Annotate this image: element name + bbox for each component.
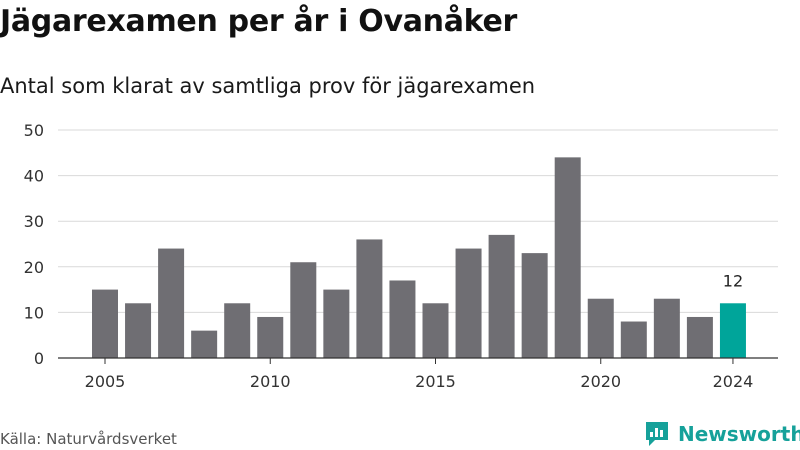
bar xyxy=(257,316,284,358)
bar xyxy=(455,248,482,358)
y-tick-label: 10 xyxy=(24,303,44,322)
bar xyxy=(554,157,581,358)
bar xyxy=(356,239,383,358)
y-tick-label: 20 xyxy=(24,258,44,277)
x-tick-label: 2024 xyxy=(713,372,754,391)
bar xyxy=(323,289,350,358)
bar xyxy=(620,321,647,358)
data-label: 12 xyxy=(723,271,743,290)
bar xyxy=(587,298,614,358)
bar xyxy=(389,280,416,358)
bar xyxy=(158,248,185,358)
bar xyxy=(521,253,548,358)
brand-name: Newsworthy xyxy=(678,422,800,446)
bar xyxy=(125,303,152,358)
bar xyxy=(653,298,680,358)
bar-highlight xyxy=(719,303,746,358)
x-tick-label: 2020 xyxy=(580,372,621,391)
bar xyxy=(92,289,118,358)
bar xyxy=(686,316,713,358)
chart-subtitle: Antal som klarat av samtliga prov för jä… xyxy=(0,74,536,98)
y-tick-label: 40 xyxy=(24,167,44,186)
bar xyxy=(224,303,251,358)
x-tick-label: 2010 xyxy=(250,372,291,391)
source-note: Källa: Naturvårdsverket xyxy=(0,430,177,448)
chart-title: Jägarexamen per år i Ovanåker xyxy=(0,4,518,39)
y-tick-label: 30 xyxy=(24,212,44,231)
bar xyxy=(422,303,449,358)
bar xyxy=(191,330,218,358)
bar-chart: 0 10 20 30 40 50 2005 2010 2015 2020 2024 12 xyxy=(24,121,778,391)
x-tick-label: 2005 xyxy=(85,372,126,391)
x-tick-label: 2015 xyxy=(415,372,456,391)
bar xyxy=(290,262,317,358)
newsworthy-logo: Newsworthy xyxy=(644,420,800,448)
newsworthy-logo-icon xyxy=(646,422,668,446)
y-tick-label: 50 xyxy=(24,121,44,140)
y-tick-label: 0 xyxy=(34,349,44,368)
bar xyxy=(488,234,515,358)
